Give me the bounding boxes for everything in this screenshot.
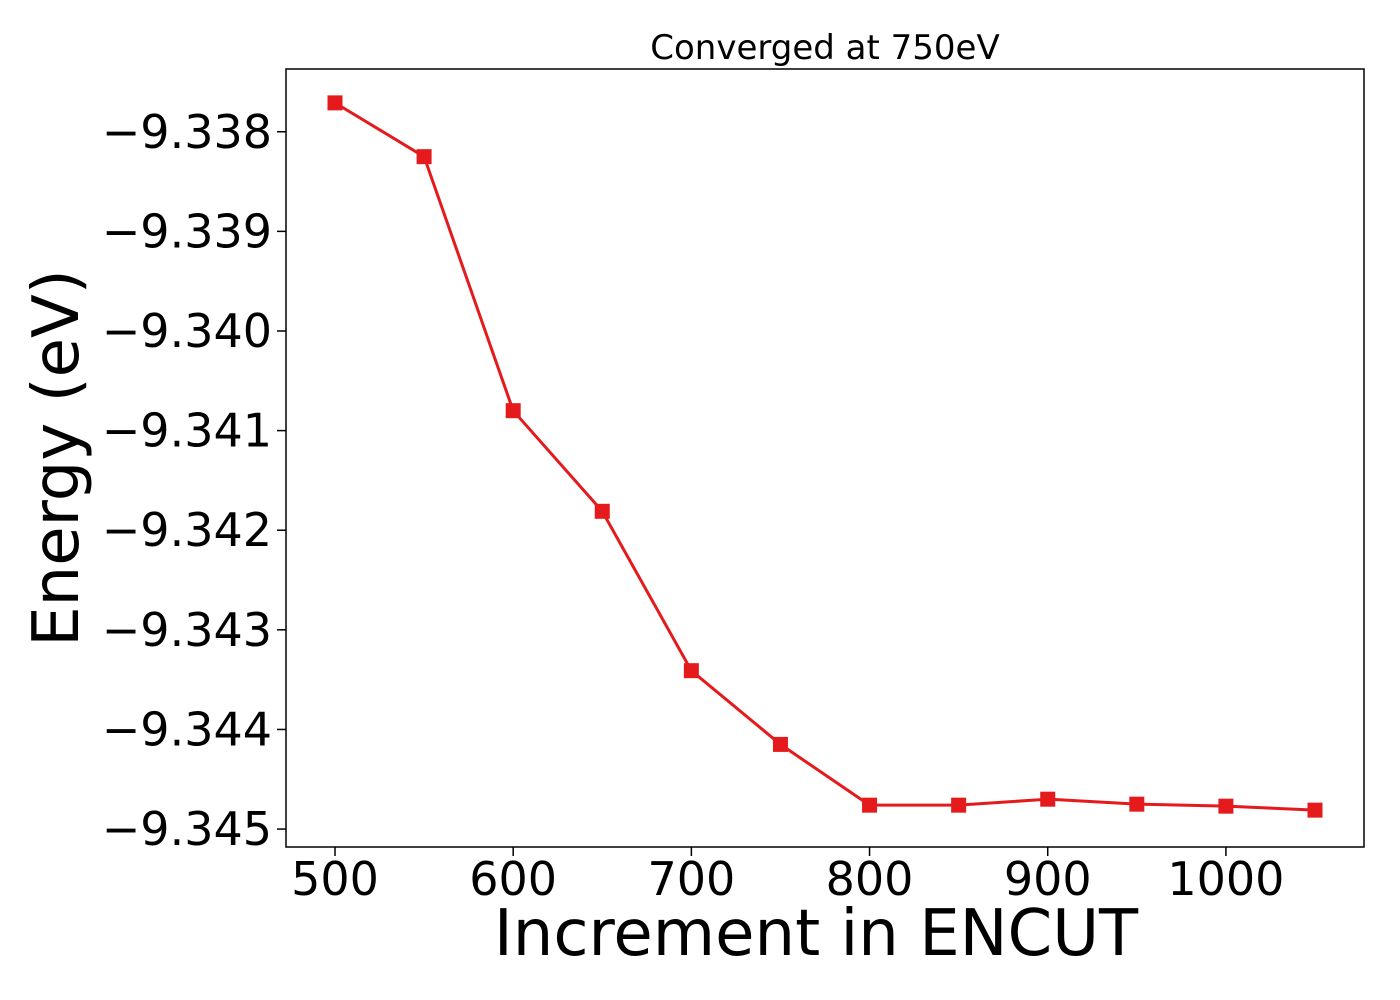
x-tick-label: 800 [826, 852, 914, 906]
x-axis-label: Increment in ENCUT [494, 897, 1139, 971]
chart-title: Converged at 750eV [650, 28, 999, 68]
data-point-marker [862, 797, 878, 813]
y-tick-label: −9.340 [102, 304, 272, 358]
y-tick-label: −9.345 [102, 802, 272, 856]
data-point-marker [505, 403, 521, 419]
x-tick-label: 900 [1004, 852, 1092, 906]
x-tick-label: 700 [647, 852, 735, 906]
data-point-marker [1040, 791, 1056, 807]
series-layer [327, 95, 1323, 818]
y-tick-label: −9.342 [102, 503, 272, 557]
x-tick-label: 600 [469, 852, 557, 906]
data-point-marker [772, 736, 788, 752]
data-point-marker [683, 663, 699, 679]
x-tick-label: 1000 [1167, 852, 1284, 906]
data-point-marker [416, 149, 432, 165]
data-point-marker [1129, 796, 1145, 812]
y-tick-label: −9.341 [102, 404, 272, 458]
data-point-marker [951, 797, 967, 813]
y-axis: −9.338 −9.339 −9.340 −9.341 −9.342 −9.343 −9.3… [102, 105, 286, 856]
data-point-marker [1218, 798, 1234, 814]
y-tick-label: −9.338 [102, 105, 272, 159]
y-tick-label: −9.339 [102, 204, 272, 258]
data-point-marker [327, 95, 343, 111]
y-tick-label: −9.344 [102, 702, 272, 756]
data-point-marker [1307, 802, 1323, 818]
x-tick-label: 500 [291, 852, 379, 906]
y-tick-label: −9.343 [102, 603, 272, 657]
plot-area-frame [285, 68, 1365, 848]
y-axis-label: Energy (eV) [20, 269, 94, 647]
series-line [334, 101, 1316, 812]
x-axis: 500 600 700 800 900 1000 [291, 847, 1284, 906]
data-point-marker [594, 503, 610, 519]
